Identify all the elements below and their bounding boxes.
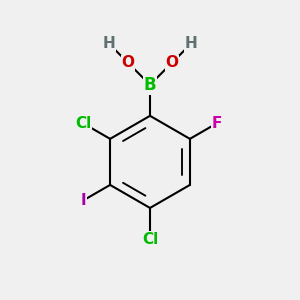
Text: O: O: [166, 55, 178, 70]
Text: Cl: Cl: [142, 232, 158, 247]
Text: H: H: [103, 36, 116, 51]
Text: H: H: [184, 36, 197, 51]
Text: Cl: Cl: [75, 116, 91, 131]
Text: I: I: [80, 193, 86, 208]
Text: O: O: [122, 55, 134, 70]
Text: B: B: [144, 76, 156, 94]
Text: F: F: [212, 116, 222, 131]
